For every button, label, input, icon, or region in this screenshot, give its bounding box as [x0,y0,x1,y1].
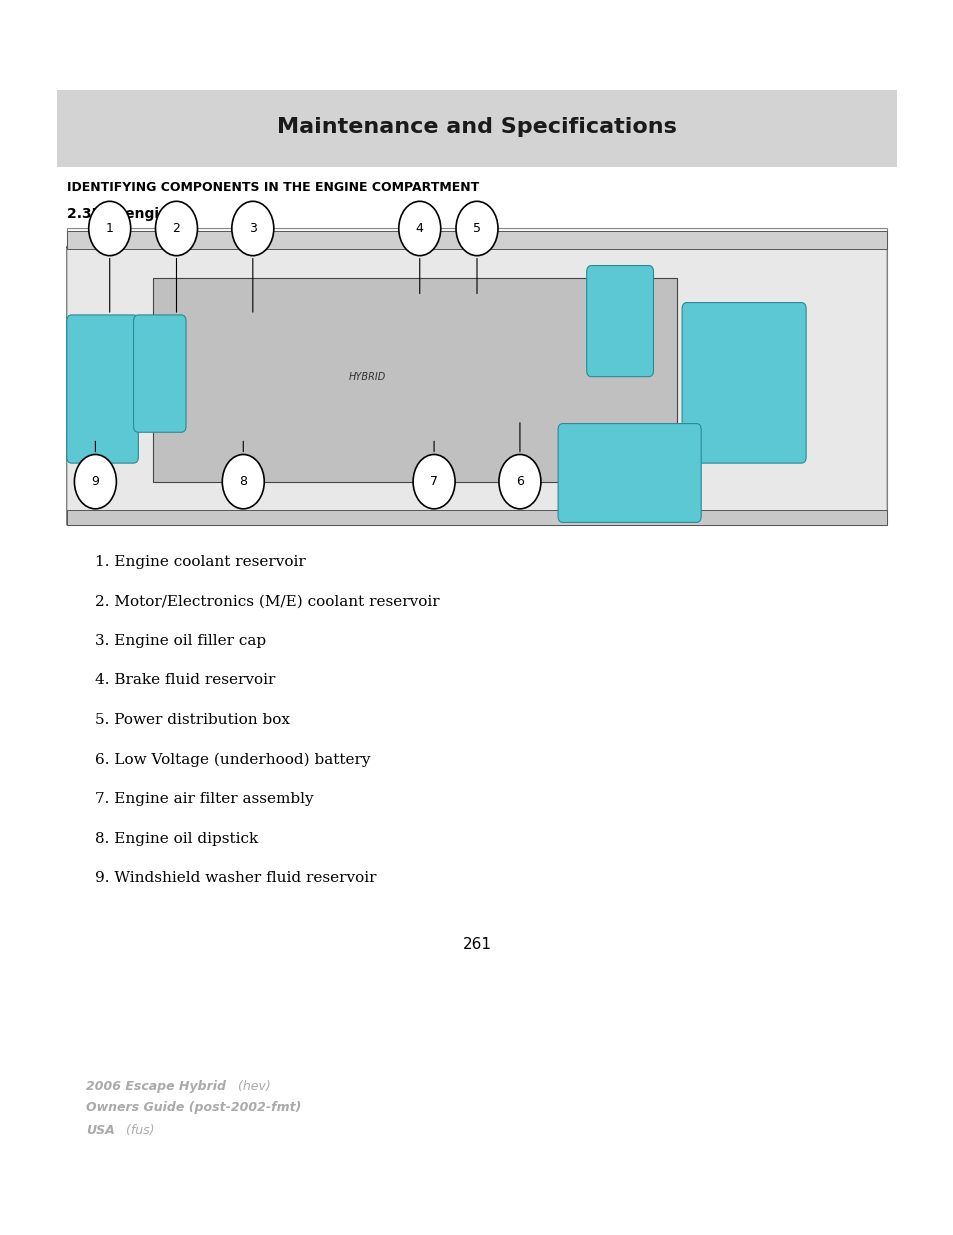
Text: 5. Power distribution box: 5. Power distribution box [95,713,290,727]
Text: 6. Low Voltage (underhood) battery: 6. Low Voltage (underhood) battery [95,752,371,767]
Circle shape [74,454,116,509]
Text: 7. Engine air filter assembly: 7. Engine air filter assembly [95,792,314,806]
Text: 8. Engine oil dipstick: 8. Engine oil dipstick [95,831,258,846]
Text: 4. Brake fluid reservoir: 4. Brake fluid reservoir [95,673,275,688]
FancyBboxPatch shape [558,424,700,522]
Text: 8: 8 [239,475,247,488]
Text: 9. Windshield washer fluid reservoir: 9. Windshield washer fluid reservoir [95,871,376,885]
Text: Owners Guide (post-2002-fmt): Owners Guide (post-2002-fmt) [86,1102,301,1114]
FancyBboxPatch shape [67,510,886,525]
Circle shape [89,201,131,256]
Text: 2.3L I4 engine: 2.3L I4 engine [67,206,178,221]
Text: 1. Engine coolant reservoir: 1. Engine coolant reservoir [95,555,306,569]
Text: (fus): (fus) [122,1124,154,1136]
Text: 3: 3 [249,222,256,235]
Circle shape [155,201,197,256]
Text: (hev): (hev) [233,1081,271,1093]
Text: Maintenance and Specifications: Maintenance and Specifications [276,117,677,137]
FancyBboxPatch shape [57,90,896,167]
Polygon shape [67,237,886,525]
Text: 2006 Escape Hybrid: 2006 Escape Hybrid [86,1081,226,1093]
Text: 4: 4 [416,222,423,235]
Text: 7: 7 [430,475,437,488]
FancyBboxPatch shape [67,231,886,249]
FancyBboxPatch shape [152,278,677,482]
FancyBboxPatch shape [586,266,653,377]
Circle shape [232,201,274,256]
Text: 261: 261 [462,937,491,952]
Text: 9: 9 [91,475,99,488]
Text: 2: 2 [172,222,180,235]
Text: 6: 6 [516,475,523,488]
Text: 2. Motor/Electronics (M/E) coolant reservoir: 2. Motor/Electronics (M/E) coolant reser… [95,594,439,609]
Circle shape [222,454,264,509]
Circle shape [498,454,540,509]
Circle shape [456,201,497,256]
Text: 1: 1 [106,222,113,235]
Text: HYBRID: HYBRID [348,372,386,382]
FancyBboxPatch shape [133,315,186,432]
FancyBboxPatch shape [67,228,886,525]
Text: 3. Engine oil filler cap: 3. Engine oil filler cap [95,634,266,648]
Text: USA: USA [86,1124,114,1136]
FancyBboxPatch shape [67,315,138,463]
Circle shape [398,201,440,256]
FancyBboxPatch shape [681,303,805,463]
Text: 5: 5 [473,222,480,235]
Text: IDENTIFYING COMPONENTS IN THE ENGINE COMPARTMENT: IDENTIFYING COMPONENTS IN THE ENGINE COM… [67,182,478,194]
Circle shape [413,454,455,509]
